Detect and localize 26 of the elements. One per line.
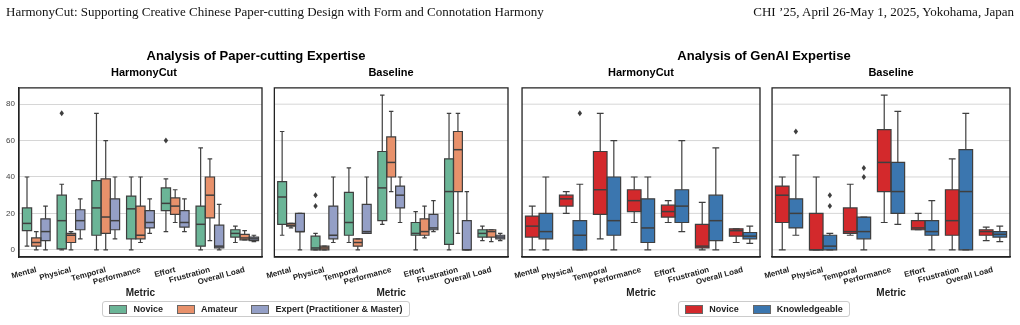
x-tick-label: Mental: [265, 265, 293, 281]
y-tick-label: 40: [5, 172, 16, 182]
x-tick-label: Mental: [10, 265, 38, 281]
chart-title: Analysis of GenAI Expertise: [676, 47, 852, 65]
legend-label: Novice: [133, 304, 163, 314]
legend-label: Novice: [709, 304, 739, 314]
legend-label: Knowledgeable: [776, 304, 843, 314]
legend-label: Amateur: [200, 304, 238, 314]
x-axis-title: Metric: [626, 286, 657, 298]
x-axis-title: Metric: [125, 286, 156, 298]
text: CHI ’25, April 26-May 1, 2025, Yokohama, Japan: [753, 4, 1014, 20]
x-tick-label: Mental: [513, 265, 541, 281]
y-tick-label: 20: [5, 208, 16, 218]
x-axis-title: Metric: [376, 286, 407, 298]
text: HarmonyCut: Supporting Creative Chinese Paper-cutting Design with Form and Connotation Harmony: [6, 4, 544, 20]
chart-subtitle: HarmonyCut: [110, 65, 178, 79]
chart-subtitle: Baseline: [867, 65, 915, 79]
y-tick-label: 0: [10, 244, 16, 254]
y-tick-label: 60: [5, 135, 16, 145]
x-axis-title: Metric: [876, 286, 907, 298]
y-tick-label: 80: [5, 99, 16, 109]
chart-title: Analysis of Paper-cutting Expertise: [145, 47, 367, 65]
legend-label: Expert (Practitioner & Master): [275, 304, 403, 314]
x-tick-label: Mental: [763, 265, 791, 281]
chart-subtitle: Baseline: [367, 65, 415, 79]
chart-subtitle: HarmonyCut: [607, 65, 675, 79]
